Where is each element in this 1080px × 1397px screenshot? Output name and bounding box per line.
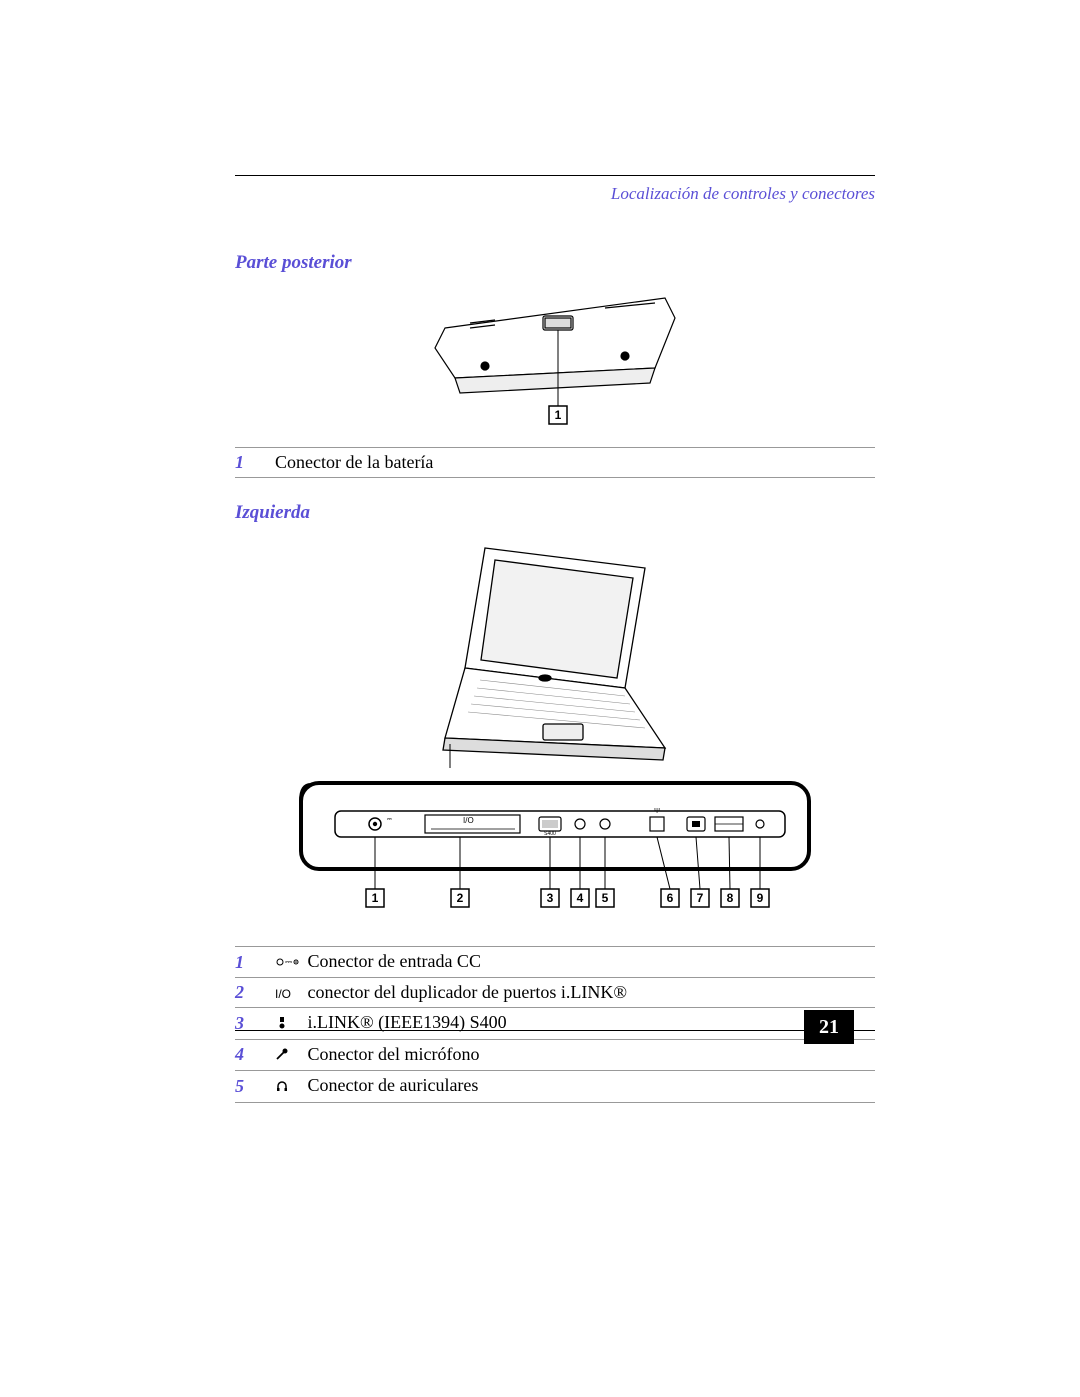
callout-left-4: 4 xyxy=(577,891,584,905)
section-title-left: Izquierda xyxy=(235,502,875,524)
s400-label: S400 xyxy=(544,831,556,837)
left-item-num-4: 4 xyxy=(235,1039,275,1070)
io-icon: I/O xyxy=(275,987,303,1001)
io-label: I/O xyxy=(463,816,474,825)
ilink-icon xyxy=(275,1014,303,1035)
back-view-diagram: 1 xyxy=(235,288,875,433)
svg-text:⎓: ⎓ xyxy=(285,957,292,967)
left-item-num-1: 1 xyxy=(235,947,275,978)
left-item-desc-5: Conector de auriculares xyxy=(308,1075,479,1095)
headphones-icon xyxy=(275,1077,303,1098)
left-item-num-3: 3 xyxy=(235,1008,275,1039)
left-items-table: 1 ⎓ Conector de entrada CC 2 I/O conecto… xyxy=(235,946,875,1103)
dc-in-icon: ⎓ xyxy=(275,952,303,973)
svg-text:Ψ: Ψ xyxy=(654,808,660,815)
left-item-desc-2: conector del duplicador de puertos i.LIN… xyxy=(308,982,628,1002)
back-item-desc: Conector de la batería xyxy=(275,448,875,478)
left-item-num-2: 2 xyxy=(235,978,275,1008)
page-number: 21 xyxy=(804,1010,854,1044)
callout-left-1: 1 xyxy=(372,891,379,905)
callout-left-2: 2 xyxy=(457,891,464,905)
bottom-rule xyxy=(235,1030,875,1031)
left-item-desc-4: Conector del micrófono xyxy=(308,1044,480,1064)
back-items-table: 1 Conector de la batería xyxy=(235,447,875,478)
callout-left-8: 8 xyxy=(727,891,734,905)
back-item-num: 1 xyxy=(235,448,275,478)
callout-left-7: 7 xyxy=(697,891,704,905)
callout-left-3: 3 xyxy=(547,891,554,905)
callout-left-6: 6 xyxy=(667,891,674,905)
left-item-desc-1: Conector de entrada CC xyxy=(308,951,481,971)
mic-icon xyxy=(275,1045,303,1066)
section-title-back: Parte posterior xyxy=(235,252,875,274)
callout-left-9: 9 xyxy=(757,891,764,905)
svg-text:⎓: ⎓ xyxy=(387,817,392,823)
callout-1-back: 1 xyxy=(555,408,562,422)
callout-left-5: 5 xyxy=(602,891,609,905)
laptop-view-diagram xyxy=(235,538,875,773)
side-panel-diagram: ⎓ I/O S400 Ψ xyxy=(235,777,875,932)
left-item-num-5: 5 xyxy=(235,1071,275,1102)
running-head: Localización de controles y conectores xyxy=(235,184,875,204)
